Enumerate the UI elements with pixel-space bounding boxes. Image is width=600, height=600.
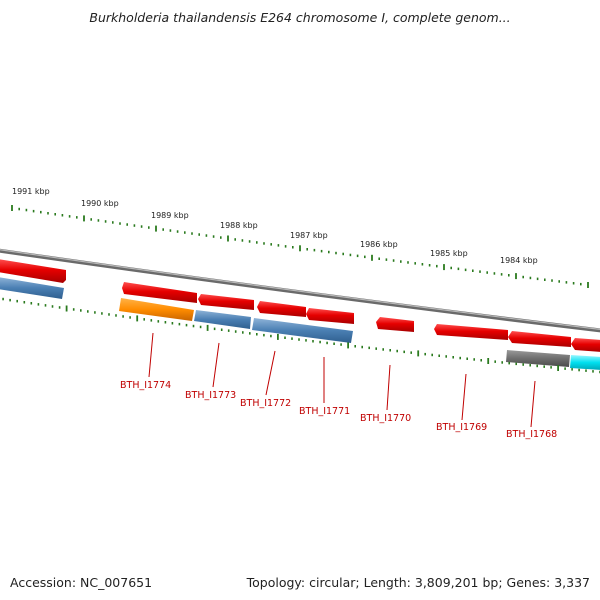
gene-label: BTH_I1768	[506, 429, 557, 440]
gene-label: BTH_I1770	[360, 413, 411, 424]
gene-arrow	[376, 317, 414, 332]
gene-arrow	[0, 277, 64, 299]
kbp-label: 1988 kbp	[220, 221, 258, 230]
gene-arrow	[571, 338, 600, 352]
upper-tick-ruler	[11, 205, 589, 288]
gene-label: BTH_I1774	[120, 380, 171, 391]
gene-label: BTH_I1771	[299, 406, 350, 417]
lower-tick-ruler	[2, 297, 600, 374]
backbone-highlight	[0, 249, 600, 330]
kbp-label: 1990 kbp	[81, 199, 119, 208]
gene-label: BTH_I1773	[185, 390, 236, 401]
gene-arrow	[508, 331, 571, 347]
kbp-label: 1985 kbp	[430, 249, 468, 258]
topology-info: Topology: circular; Length: 3,809,201 bp…	[246, 575, 590, 590]
gene-arrow	[506, 350, 570, 367]
map-title: Burkholderia thailandensis E264 chromoso…	[89, 10, 511, 25]
kbp-label: 1989 kbp	[151, 211, 189, 220]
kbp-label: 1986 kbp	[360, 240, 398, 249]
accession-info: Accession: NC_007651	[10, 575, 153, 590]
gene-arrow	[194, 310, 251, 329]
gene-arrow	[434, 324, 508, 340]
kbp-label: 1987 kbp	[290, 231, 328, 240]
gene-arrow	[119, 298, 194, 321]
label-connectors	[148, 332, 536, 428]
gene-arrow	[257, 301, 306, 317]
gene-arrow	[252, 318, 353, 343]
chromosome-backbone	[0, 248, 600, 333]
gene-arrow	[0, 259, 66, 283]
gene-label: BTH_I1772	[240, 398, 291, 409]
gene-arrow	[306, 308, 354, 324]
kbp-label: 1991 kbp	[12, 187, 50, 196]
gene-arrow	[198, 294, 254, 310]
reverse-strand	[0, 277, 600, 370]
gene-arrow	[570, 355, 600, 370]
gene-label: BTH_I1769	[436, 422, 487, 433]
forward-strand	[0, 259, 600, 352]
gene-arrow	[122, 282, 197, 303]
kbp-label: 1984 kbp	[500, 256, 538, 265]
